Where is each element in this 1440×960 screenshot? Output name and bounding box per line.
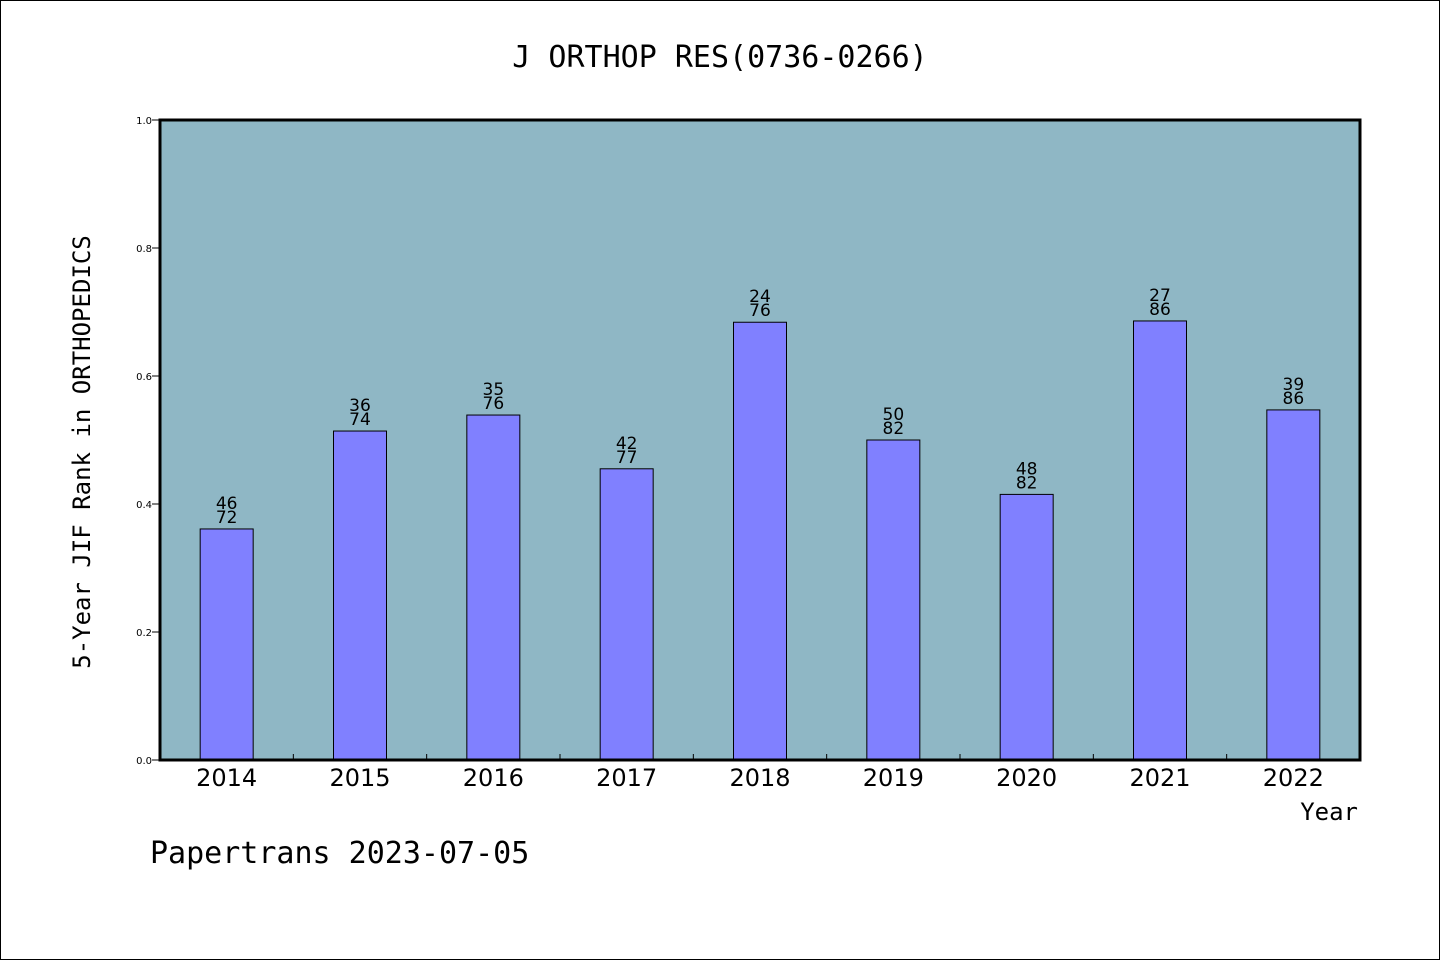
bar-label-rank: 24 xyxy=(749,287,771,307)
bar-label-rank: 42 xyxy=(616,434,638,454)
bar-2022 xyxy=(1266,409,1321,761)
x-tick-label: 2019 xyxy=(863,764,924,792)
bar-label-total: 86 xyxy=(1283,389,1305,409)
y-tick-label: 0.0 xyxy=(136,756,152,767)
y-tick-label: 0.8 xyxy=(136,244,152,255)
x-tick-label: 2022 xyxy=(1263,764,1324,792)
chart-title: J ORTHOP RES(0736-0266) xyxy=(512,40,927,75)
bar-label-total: 74 xyxy=(349,410,371,430)
bar-2020 xyxy=(999,493,1054,761)
bar-label-total: 76 xyxy=(483,394,505,414)
bar-label-total: 72 xyxy=(216,508,238,528)
bar-label-rank: 50 xyxy=(883,405,905,425)
y-tick-label: 1.0 xyxy=(136,116,152,127)
x-axis-label: Year xyxy=(1300,798,1358,826)
bar-2019 xyxy=(866,439,921,761)
y-axis-label: 5-Year JIF Rank in ORTHOPEDICS xyxy=(68,235,96,668)
bar-label-total: 82 xyxy=(1016,473,1038,493)
bar-2017 xyxy=(599,468,654,761)
bar-label-total: 77 xyxy=(616,448,638,468)
bar-2015 xyxy=(333,430,387,761)
bar-label-total: 76 xyxy=(749,301,771,321)
y-tick-label: 0.4 xyxy=(136,500,152,511)
x-tick-label: 2020 xyxy=(996,764,1057,792)
bar-label-rank: 35 xyxy=(483,380,505,400)
bar-label-rank: 27 xyxy=(1149,286,1171,306)
bar-2016 xyxy=(466,414,521,761)
x-tick-label: 2014 xyxy=(196,764,257,792)
y-tick-label: 0.2 xyxy=(136,628,152,639)
x-tick-label: 2015 xyxy=(329,764,390,792)
bar-label-total: 82 xyxy=(883,419,905,439)
bar-label-total: 86 xyxy=(1149,300,1171,320)
x-tick-label: 2021 xyxy=(1129,764,1190,792)
bar-label-rank: 36 xyxy=(349,396,371,416)
y-tick-label: 0.6 xyxy=(136,372,152,383)
x-axis: 2014 2015 2016 2017 2018 2019 2020 2021 2022 xyxy=(196,754,1324,792)
bar-label-rank: 48 xyxy=(1016,459,1038,479)
bar-label-rank: 46 xyxy=(216,494,238,514)
bar-series xyxy=(199,320,1321,761)
plot-frame xyxy=(158,118,1362,762)
bar-2021 xyxy=(1133,320,1187,761)
x-tick-label: 2017 xyxy=(596,764,657,792)
bar-label-rank: 39 xyxy=(1283,375,1305,395)
bar-2014 xyxy=(199,528,254,761)
x-tick-label: 2018 xyxy=(729,764,790,792)
bar-2018 xyxy=(733,321,787,761)
x-tick-label: 2016 xyxy=(463,764,524,792)
footer-credit: Papertrans 2023-07-05 xyxy=(150,836,529,871)
